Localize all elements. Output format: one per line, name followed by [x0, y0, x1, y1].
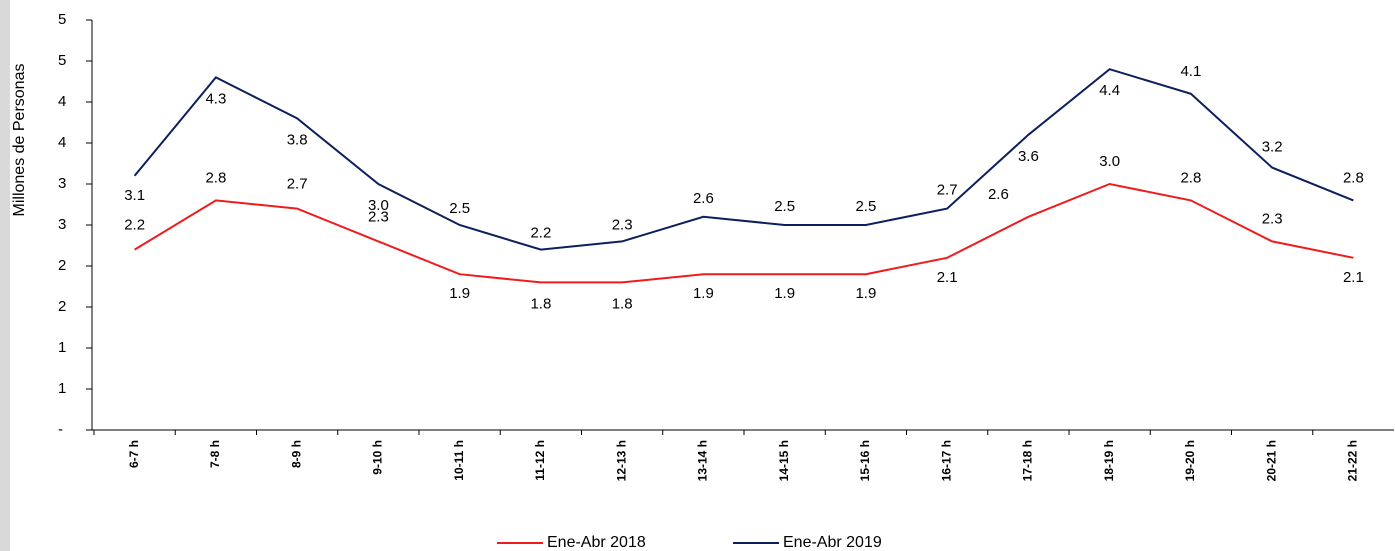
data-label: 3.0 [1099, 153, 1120, 170]
y-tick-label: 4 [58, 134, 66, 151]
y-axis-label: Millones de Personas [11, 64, 28, 217]
data-label: 2.7 [287, 176, 308, 193]
data-label: 2.3 [1262, 210, 1283, 227]
data-label: 3.6 [1018, 148, 1039, 165]
data-label: 2.1 [937, 269, 958, 286]
series-line [134, 182, 1354, 284]
data-label: 2.5 [774, 198, 795, 215]
data-label: 4.3 [205, 90, 226, 107]
side-strip [0, 0, 10, 551]
data-label: 2.6 [693, 190, 714, 207]
data-label: 2.2 [124, 217, 145, 234]
x-tick-label: 11-12 h [533, 440, 547, 481]
x-tick-label: 14-15 h [777, 440, 791, 481]
x-tick-label: 15-16 h [858, 440, 872, 481]
x-tick-label: 12-13 h [614, 440, 628, 481]
x-tick-label: 17-18 h [1021, 440, 1035, 481]
x-tick-label: 21-22 h [1346, 440, 1360, 481]
y-tick-label: 2 [58, 298, 66, 315]
data-label: 4.1 [1180, 63, 1201, 80]
x-tick-label: 8-9 h [289, 440, 303, 468]
y-tick-label: 1 [58, 339, 66, 356]
x-tick-label: 10-11 h [452, 440, 466, 481]
data-label: 2.3 [368, 208, 389, 225]
data-label: 2.3 [612, 216, 633, 233]
data-label: 1.9 [449, 285, 470, 302]
data-label: 2.8 [1343, 169, 1364, 186]
data-label: 3.8 [287, 131, 308, 148]
y-tick-label: 3 [58, 175, 66, 192]
data-label: 1.8 [530, 295, 551, 312]
y-tick-label: 5 [58, 52, 66, 69]
data-label: 2.6 [988, 186, 1009, 203]
data-label: 1.9 [774, 285, 795, 302]
series-line [133, 68, 1354, 251]
data-label: 2.5 [449, 200, 470, 217]
y-tick-label: 3 [58, 216, 66, 233]
x-tick-label: 16-17 h [939, 440, 953, 481]
data-label: 2.8 [205, 169, 226, 186]
x-tick-label: 7-8 h [208, 440, 222, 468]
data-label: 3.2 [1262, 139, 1283, 156]
x-tick-label: 20-21 h [1264, 440, 1278, 481]
y-tick-label: - [58, 421, 63, 438]
data-label: 4.4 [1099, 82, 1120, 99]
y-tick-label: 1 [58, 380, 66, 397]
data-label: 2.1 [1343, 269, 1364, 286]
y-tick-label: 5 [58, 11, 66, 28]
legend-label: Ene-Abr 2019 [783, 534, 882, 551]
y-tick-label: 4 [58, 93, 66, 110]
data-label: 1.9 [693, 285, 714, 302]
x-tick-label: 6-7 h [127, 440, 141, 468]
data-label: 1.9 [855, 285, 876, 302]
x-tick-label: 19-20 h [1183, 440, 1197, 481]
data-label: 3.0 [368, 197, 389, 214]
data-label: 2.7 [937, 182, 958, 199]
legend-label: Ene-Abr 2018 [547, 534, 646, 551]
data-label: 1.8 [612, 295, 633, 312]
data-label: 2.8 [1180, 169, 1201, 186]
data-label: 3.1 [124, 187, 145, 204]
x-tick-label: 18-19 h [1102, 440, 1116, 481]
y-tick-label: 2 [58, 257, 66, 274]
x-tick-label: 13-14 h [696, 440, 710, 481]
data-label: 2.5 [855, 198, 876, 215]
data-label: 2.2 [530, 225, 551, 242]
x-tick-label: 9-10 h [371, 440, 385, 475]
